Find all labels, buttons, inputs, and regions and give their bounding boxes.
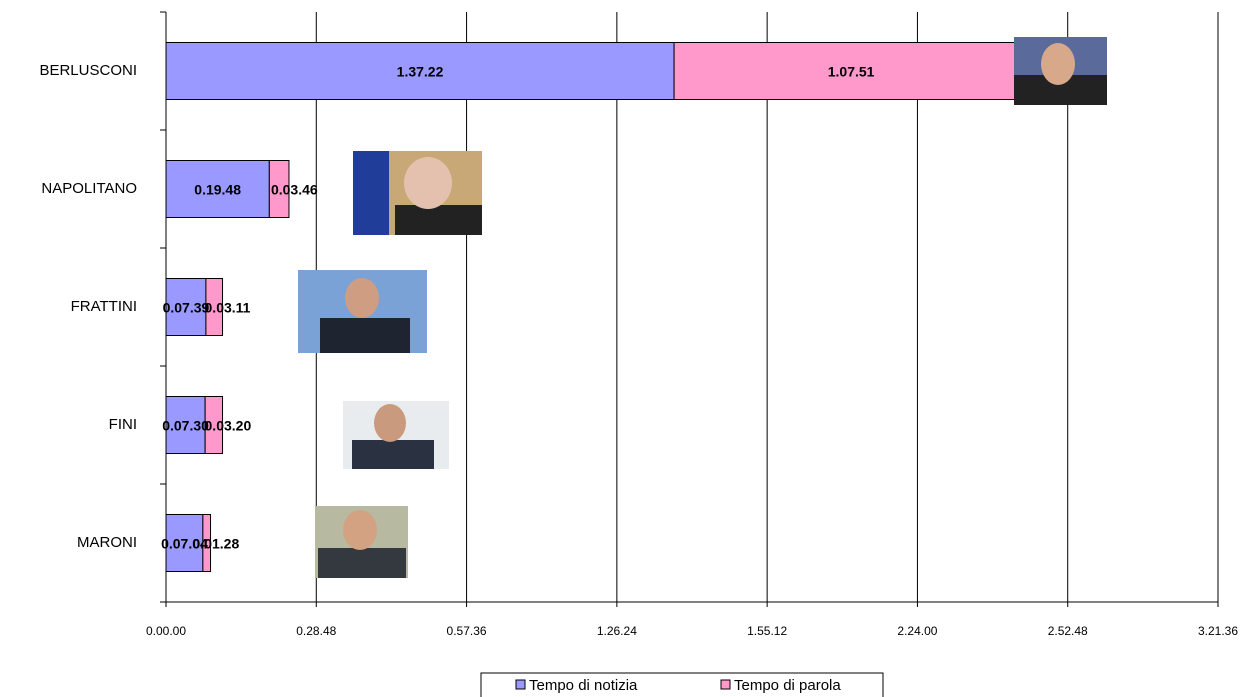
- x-tick-label: 2.24.00: [897, 624, 937, 638]
- bar-segment: [673, 42, 1029, 100]
- x-tick-label: 3.21.36: [1198, 624, 1238, 638]
- x-tick-label: 0.28.48: [296, 624, 336, 638]
- bar-segment: [268, 160, 290, 218]
- data-label: 0.01.28: [193, 536, 240, 552]
- photo: [1014, 37, 1107, 105]
- x-tick-label: 0.00.00: [146, 624, 186, 638]
- data-label: 0.07.04: [161, 536, 208, 552]
- category-label: FINI: [109, 416, 137, 433]
- data-label: 0.07.39: [163, 300, 210, 316]
- legend-swatch: [515, 679, 526, 690]
- legend-label: Tempo di notizia: [529, 677, 638, 694]
- category-label: NAPOLITANO: [41, 180, 137, 197]
- bar-segment: [205, 278, 224, 336]
- legend-label: Tempo di parola: [734, 677, 841, 694]
- bar-segment: [204, 396, 224, 454]
- photo: [343, 401, 449, 469]
- data-label: 0.07.30: [162, 418, 209, 434]
- data-label: 0.19.48: [194, 182, 241, 198]
- category-label: BERLUSCONI: [39, 62, 137, 79]
- category-label: FRATTINI: [71, 298, 137, 315]
- photo: [298, 270, 427, 353]
- bar-segment: [202, 514, 212, 572]
- bar-segment: [165, 514, 204, 572]
- x-tick-label: 0.57.36: [447, 624, 487, 638]
- legend-box: [480, 672, 884, 697]
- bar-segment: [165, 278, 207, 336]
- data-label: 0.03.46: [271, 182, 318, 198]
- photo: [315, 506, 408, 578]
- data-label: 1.37.22: [397, 64, 444, 80]
- data-label: 0.03.11: [205, 300, 251, 316]
- photos: [298, 37, 1107, 578]
- data-label: 0.03.20: [205, 418, 252, 434]
- x-tick-label: 1.55.12: [747, 624, 787, 638]
- data-label: 1.07.51: [828, 64, 875, 80]
- x-tick-label: 1.26.24: [597, 624, 637, 638]
- x-tick-label: 2.52.48: [1048, 624, 1088, 638]
- category-label: MARONI: [77, 534, 137, 551]
- legend-swatch: [720, 679, 731, 690]
- photo: [353, 151, 482, 235]
